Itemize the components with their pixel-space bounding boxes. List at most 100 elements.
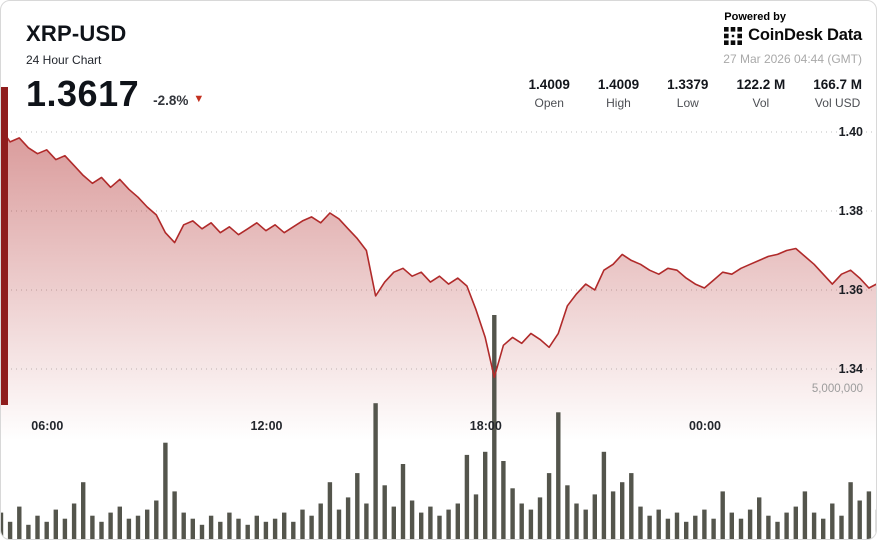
volume-bar [1,512,4,539]
volume-bar [218,521,223,539]
volume-bar [309,515,314,539]
volume-bar [757,497,762,539]
volume-bar [501,461,506,539]
y-axis-label: 1.34 [839,362,863,376]
volume-bar [738,518,744,539]
volume-axis-label: 5,000,000 [812,383,863,395]
volume-bar [355,473,360,539]
volume-bar [373,403,378,539]
volume-bar [117,506,122,539]
stat-label: Vol [752,96,770,110]
chart-subtitle: 24 Hour Chart [26,53,102,67]
volume-bar [382,485,387,539]
volume-bar [81,482,86,539]
volume-bar [784,512,789,539]
volume-bar [327,482,333,539]
symbol-title: XRP-USD [26,21,127,46]
volume-bar [601,451,607,539]
volume-bar [766,515,771,539]
volume-bar [126,518,132,539]
y-axis-label: 1.36 [839,283,863,297]
volume-bar [291,521,296,539]
volume-bar [839,515,844,539]
volume-bar [546,473,552,539]
volume-bar [583,509,588,539]
volume-bar [693,515,698,539]
volume-bar [821,518,826,539]
volume-bar [17,506,22,539]
volume-bar [108,512,113,539]
volume-bar [446,509,451,539]
stat-low: 1.3379 Low [667,77,708,110]
volume-bar [181,512,186,539]
volume-bar [647,515,652,539]
x-axis-label: 12:00 [251,419,283,433]
volume-bar [208,515,214,539]
down-triangle-icon: ▼ [193,92,205,105]
volume-bar [528,509,534,539]
volume-bar [610,491,616,539]
price-line [1,127,876,379]
volume-bar [574,503,579,539]
coindesk-brand-link[interactable]: CoinDesk Data [724,26,862,45]
volume-bar [638,506,643,539]
volume-bar [857,500,862,539]
volume-bar [830,503,835,539]
x-axis-label: 18:00 [470,419,502,433]
stat-high: 1.4009 High [598,77,639,110]
price-area-fill [1,128,876,444]
stat-value: 1.4009 [528,77,570,92]
stat-label: Open [534,96,564,110]
x-axis-label: 00:00 [689,419,721,433]
stat-value: 122.2 M [736,77,786,92]
volume-bar [464,454,470,539]
volume-bar [135,515,141,539]
powered-by-label: Powered by [724,11,787,23]
stat-label: High [606,96,631,110]
stat-value: 1.3379 [667,77,709,92]
volume-bar [674,512,680,539]
volume-bar [62,518,68,539]
volume-bar [53,509,58,539]
volume-bar [729,512,734,539]
volume-bar [437,515,442,539]
volume-bar [263,521,269,539]
timestamp: 27 Mar 2026 04:44 (GMT) [723,52,862,66]
volume-bar [455,503,460,539]
volume-bar [565,485,570,539]
volume-bar [245,524,250,539]
volume-bar [391,506,396,539]
volume-bar [345,497,351,539]
y-axis-label: 1.40 [839,125,863,139]
volume-bar [364,503,369,539]
volume-bar [35,515,40,539]
volume-bar [556,412,561,539]
volume-bar [592,494,597,539]
volume-bar [236,518,241,539]
y-axis-label: 1.38 [839,204,863,218]
volume-bar [537,497,543,539]
stat-vol: 122.2 M Vol [736,77,785,110]
current-price: 1.3617 [26,73,140,114]
volume-bar [775,521,780,539]
volume-bar [172,491,177,539]
volume-bar [26,524,31,539]
volume-bar [163,442,168,539]
volume-bar [428,506,433,539]
volume-bar [145,509,150,539]
volume-bar [44,521,49,539]
price-row: 1.3617 -2.8% ▼ [26,76,204,112]
volume-bar [510,488,515,539]
volume-bar [684,521,689,539]
volume-bar [875,509,876,539]
volume-bar [254,515,259,539]
volume-bar [793,506,798,539]
volume-bar [199,524,205,539]
volume-bar [282,512,287,539]
volume-bar [71,503,77,539]
volume-bar [747,509,753,539]
header-left: XRP-USD 24 Hour Chart 1.3617 -2.8% ▼ [26,21,204,112]
brand-block: Powered by CoinDesk Data 27 Mar 2026 04:… [723,11,862,66]
volume-bar [848,482,853,539]
